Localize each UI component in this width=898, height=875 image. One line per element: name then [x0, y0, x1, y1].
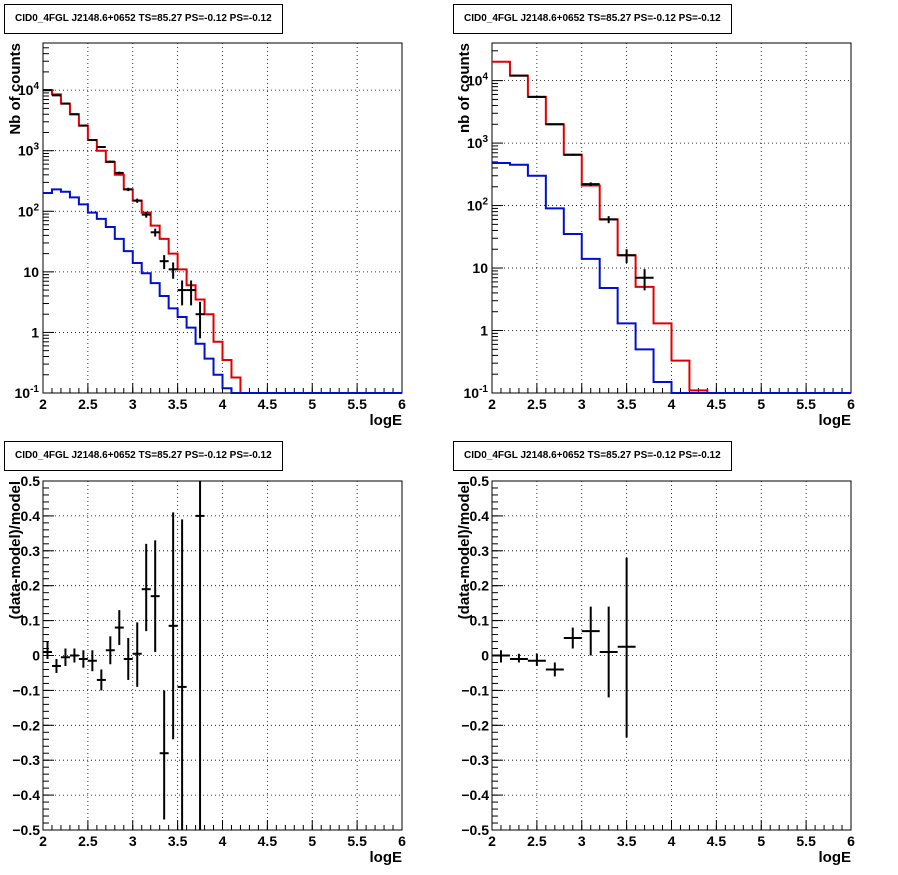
- counts-plot-svg: 2 2.5 3 3.5 4 4.5 5 5.5 6 10-1 1 10 102 103 104 logE nb …: [456, 42, 855, 429]
- x-tick-label: 5: [308, 396, 316, 412]
- y-tick-label: 0.5: [470, 473, 490, 489]
- residual-plot-svg: 2 2.5 3 3.5 4 4.5 5 5.5 6 −0.5 −0.4 −0.3 −0.2 −0.1 0 0.…: [7, 473, 406, 866]
- y-axis-label: (data-model)/model: [7, 481, 24, 619]
- x-tick-label: 5.5: [347, 396, 367, 412]
- x-axis-label: logE: [819, 849, 852, 866]
- y-tick-label: 1: [480, 323, 488, 339]
- counts-plot-rebinned: 2 2.5 3 3.5 4 4.5 5 5.5 6 10-1 1 10 102 103 104 logE nb …: [449, 0, 898, 437]
- x-tick-label: 3: [129, 833, 137, 849]
- plot-frame: [491, 480, 852, 831]
- x-tick-label: 2: [488, 396, 496, 412]
- y-tick-label: 0.5: [21, 473, 41, 489]
- y-tick-label: −0.1: [12, 682, 40, 698]
- x-tick-label: 4.5: [258, 396, 278, 412]
- y-tick-label: 10-1: [15, 384, 40, 401]
- x-tick-label: 2.5: [78, 833, 98, 849]
- y-tick-label: 104: [18, 81, 40, 98]
- x-tick-label: 4: [668, 833, 676, 849]
- y-tick-label: 102: [18, 202, 40, 219]
- y-tick-label: 0.2: [21, 578, 41, 594]
- y-tick-label: 0.3: [470, 543, 490, 559]
- x-tick-label: 3: [129, 396, 137, 412]
- x-tick-label: 2.5: [527, 396, 547, 412]
- y-tick-label: 0.1: [470, 613, 490, 629]
- y-axis-label: nb of counts: [456, 43, 473, 133]
- x-tick-label: 3: [578, 833, 586, 849]
- x-tick-label: 2: [39, 396, 47, 412]
- y-tick-label: 0.2: [470, 578, 490, 594]
- residual-plot-svg: 2 2.5 3 3.5 4 4.5 5 5.5 6 −0.5 −0.4 −0.3 −0.2 −0.1 0 0.…: [456, 473, 855, 866]
- x-tick-label: 4.5: [707, 396, 727, 412]
- background-model-histogram: [43, 188, 402, 394]
- y-tick-label: 103: [467, 134, 489, 151]
- y-tick-label: 10-1: [464, 384, 489, 401]
- residual-plot-all-bins: 2 2.5 3 3.5 4 4.5 5 5.5 6 −0.5 −0.4 −0.3 −0.2 −0.1 0 0.…: [0, 437, 449, 875]
- x-tick-label: 4: [668, 396, 676, 412]
- counts-plot-svg: 2 2.5 3 3.5 4 4.5 5 5.5 6 10-1 1 10 102 103 104 logE Nb …: [7, 42, 406, 429]
- x-tick-label: 6: [847, 833, 855, 849]
- x-tick-label: 5: [757, 396, 765, 412]
- y-tick-label: 103: [18, 142, 40, 159]
- x-tick-label: 2: [488, 833, 496, 849]
- x-tick-label: 6: [847, 396, 855, 412]
- y-tick-label: 0: [481, 648, 489, 664]
- x-tick-label: 6: [398, 396, 406, 412]
- y-tick-label: −0.1: [461, 682, 489, 698]
- x-tick-label: 5: [308, 833, 316, 849]
- plot-title: CID0_4FGL J2148.6+0652 TS=85.27 PS=-0.12…: [4, 441, 283, 471]
- y-tick-label: −0.3: [461, 752, 489, 768]
- x-axis-label: logE: [370, 412, 403, 429]
- x-tick-label: 6: [398, 833, 406, 849]
- x-tick-label: 2.5: [527, 833, 547, 849]
- x-tick-label: 3.5: [168, 396, 188, 412]
- x-axis-label: logE: [370, 849, 403, 866]
- y-tick-label: 102: [467, 197, 489, 214]
- x-tick-label: 5.5: [796, 396, 816, 412]
- x-tick-label: 4.5: [707, 833, 727, 849]
- x-tick-label: 5: [757, 833, 765, 849]
- plot-title: CID0_4FGL J2148.6+0652 TS=85.27 PS=-0.12…: [453, 441, 732, 471]
- y-tick-label: −0.2: [461, 717, 489, 733]
- background-model-histogram: [492, 162, 851, 394]
- y-tick-label: −0.4: [12, 787, 40, 803]
- x-tick-label: 3: [578, 396, 586, 412]
- y-tick-label: 0.4: [21, 508, 41, 524]
- y-tick-label: −0.5: [461, 822, 489, 838]
- y-tick-label: 0.3: [21, 543, 41, 559]
- y-tick-label: 0: [32, 648, 40, 664]
- x-tick-label: 4.5: [258, 833, 278, 849]
- x-tick-label: 4: [219, 833, 227, 849]
- y-tick-label: 104: [467, 72, 489, 89]
- y-axis-label: Nb of counts: [7, 43, 24, 135]
- x-tick-label: 4: [219, 396, 227, 412]
- x-tick-label: 2: [39, 833, 47, 849]
- y-tick-label: −0.3: [12, 752, 40, 768]
- y-tick-label: −0.4: [461, 787, 489, 803]
- plot-title: CID0_4FGL J2148.6+0652 TS=85.27 PS=-0.12…: [4, 4, 283, 34]
- x-tick-label: 2.5: [78, 396, 98, 412]
- y-axis-label: (data-model)/model: [456, 481, 473, 619]
- x-tick-label: 3.5: [617, 396, 637, 412]
- y-tick-label: −0.5: [12, 822, 40, 838]
- y-tick-label: 0.1: [21, 613, 41, 629]
- x-tick-label: 5.5: [347, 833, 367, 849]
- y-tick-label: 10: [23, 264, 39, 280]
- plot-title: CID0_4FGL J2148.6+0652 TS=85.27 PS=-0.12…: [453, 4, 732, 34]
- counts-plot-all-bins: 2 2.5 3 3.5 4 4.5 5 5.5 6 10-1 1 10 102 103 104 logE Nb …: [0, 0, 449, 437]
- x-tick-label: 3.5: [168, 833, 188, 849]
- y-tick-label: −0.2: [12, 717, 40, 733]
- y-tick-label: 1: [31, 324, 39, 340]
- residual-plot-rebinned: 2 2.5 3 3.5 4 4.5 5 5.5 6 −0.5 −0.4 −0.3 −0.2 −0.1 0 0.…: [449, 437, 898, 875]
- y-tick-label: 0.4: [470, 508, 490, 524]
- x-tick-label: 3.5: [617, 833, 637, 849]
- x-axis-label: logE: [819, 412, 852, 429]
- x-tick-label: 5.5: [796, 833, 816, 849]
- y-tick-label: 10: [472, 260, 488, 276]
